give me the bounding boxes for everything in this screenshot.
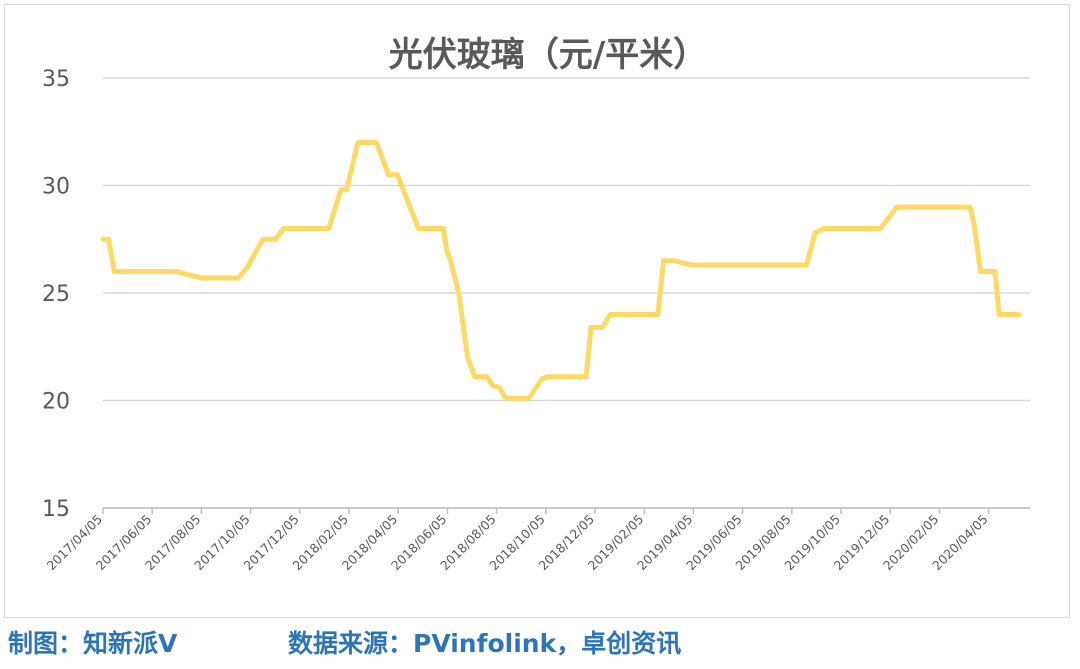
credit-text: 制图：知新派V [8, 629, 178, 658]
footer: 制图：知新派V 数据来源：PVinfolink，卓创资讯 [8, 624, 1068, 664]
gridlines [103, 77, 1030, 509]
y-tick-label: 30 [42, 175, 70, 200]
series-line [100, 140, 1022, 401]
y-axis: 15 20 25 30 35 [42, 67, 70, 522]
x-axis: 2017/04/052017/06/052017/08/052017/10/05… [44, 507, 1030, 573]
y-tick-label: 20 [42, 390, 70, 415]
chart-title: 光伏玻璃（元/平米） [389, 35, 707, 75]
y-tick-label: 35 [42, 67, 70, 92]
line-chart: 光伏玻璃（元/平米） 15 20 25 30 35 2017/04/052017/06/… [42, 35, 1030, 573]
chart-frame [4, 4, 1070, 618]
y-tick-label: 25 [42, 282, 70, 307]
series-layer [100, 140, 1022, 401]
source-text: 数据来源：PVinfolink，卓创资讯 [288, 629, 682, 658]
y-tick-label: 15 [42, 497, 70, 522]
